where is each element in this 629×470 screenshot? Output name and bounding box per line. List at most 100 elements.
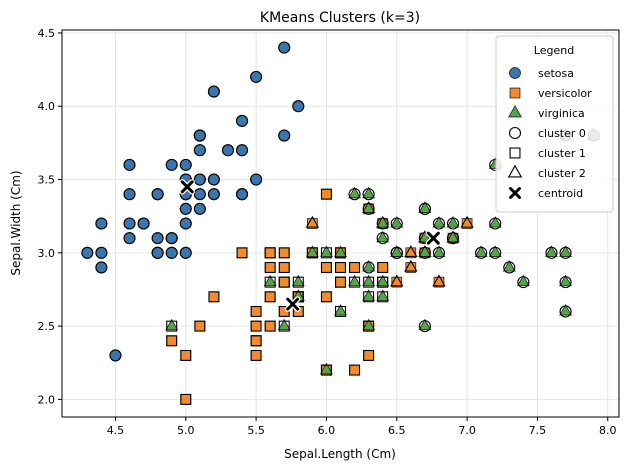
- cluster-2-marker: [305, 215, 320, 228]
- cluster-1-marker: [349, 276, 361, 288]
- chart-title: KMeans Clusters (k=3): [260, 10, 420, 26]
- cluster-0-marker: [446, 232, 460, 245]
- virginica-point: [559, 304, 572, 316]
- virginica-point: [348, 186, 361, 199]
- cluster-1-marker: [363, 291, 375, 303]
- versicolor-point: [335, 276, 346, 288]
- cluster-1-marker: [250, 335, 262, 347]
- x-tick-label: 8.0: [599, 424, 617, 437]
- cluster-1-marker: [349, 364, 361, 376]
- cluster-1-marker: [166, 335, 178, 347]
- legend-centroid-icon: [509, 187, 521, 199]
- versicolor-point: [166, 335, 178, 347]
- versicolor-point: [264, 262, 276, 273]
- x-tick-label: 5.0: [177, 424, 195, 437]
- virginica-point: [418, 245, 432, 257]
- versicolor-point: [321, 291, 332, 303]
- cluster-0-marker: [418, 202, 431, 215]
- legend-box: [495, 35, 614, 213]
- cluster-1-marker: [292, 276, 304, 288]
- legend-item: cluster 0: [508, 126, 586, 140]
- legend-item: centroid: [507, 185, 583, 201]
- cluster-0-marker: [95, 246, 108, 259]
- legend-label: virginica: [538, 107, 585, 120]
- cluster-1-marker: [377, 291, 389, 303]
- cluster-0-marker: [207, 188, 220, 201]
- cluster-1-marker: [334, 261, 346, 273]
- versicolor-point: [194, 320, 206, 332]
- cluster-1-marker: [509, 147, 521, 159]
- cluster-0-marker: [278, 129, 291, 142]
- cluster-0-marker: [250, 173, 263, 186]
- versicolor-point: [321, 262, 332, 273]
- virginica-point: [320, 362, 333, 375]
- cluster-1-marker: [320, 291, 332, 303]
- virginica-point: [334, 304, 347, 316]
- centroid-marker: [286, 297, 300, 311]
- virginica-point: [516, 274, 530, 287]
- versicolor-point: [335, 262, 346, 273]
- legend-label: versicolor: [538, 87, 592, 100]
- x-tick-label: 6.0: [318, 424, 336, 437]
- cluster-0-marker: [376, 232, 389, 245]
- virginica-point: [376, 274, 390, 287]
- cluster-1-marker: [180, 349, 192, 361]
- cluster-1-marker: [250, 349, 262, 361]
- cluster-2-marker: [432, 274, 446, 287]
- virginica-point: [559, 274, 572, 287]
- x-tick-label: 5.5: [247, 424, 265, 437]
- legend-label: cluster 1: [538, 147, 586, 160]
- cluster-0-marker: [193, 202, 206, 215]
- cluster-0-marker: [123, 217, 136, 230]
- versicolor-point: [208, 291, 220, 303]
- versicolor-point: [250, 306, 262, 317]
- cluster-1-marker: [334, 305, 346, 317]
- setosa-point: [509, 67, 521, 79]
- virginica-point: [376, 289, 390, 301]
- legend-label: cluster 0: [538, 127, 586, 140]
- legend-item: setosa: [509, 67, 574, 80]
- legend-item: versicolor: [509, 87, 592, 100]
- virginica-point: [277, 318, 291, 331]
- cluster-0-marker: [151, 188, 164, 201]
- virginica-point: [508, 104, 522, 118]
- versicolor-point: [250, 350, 262, 361]
- cluster-1-marker: [278, 247, 290, 259]
- cluster-0-marker: [278, 41, 291, 54]
- versicolor-point: [278, 247, 290, 259]
- legend-item: cluster 1: [509, 147, 586, 160]
- cluster-0-marker: [193, 144, 206, 157]
- cluster-0-marker: [123, 188, 136, 201]
- cluster-0-marker: [95, 217, 108, 230]
- cluster-0-marker: [292, 100, 305, 113]
- virginica-point: [362, 201, 376, 213]
- virginica-point: [446, 216, 460, 228]
- virginica-point: [348, 274, 361, 287]
- y-tick-label: 3.0: [38, 247, 56, 260]
- virginica-point: [488, 245, 502, 257]
- versicolor-point: [264, 291, 276, 303]
- cluster-0-marker: [418, 320, 431, 333]
- cluster-0-marker: [165, 158, 178, 171]
- virginica-point: [263, 274, 277, 287]
- cluster-1-marker: [320, 188, 332, 200]
- cluster-1-marker: [264, 247, 276, 259]
- cluster-2-marker: [404, 259, 418, 272]
- virginica-point: [362, 318, 376, 331]
- versicolor-point: [405, 247, 417, 259]
- centroid-markers: [179, 179, 442, 312]
- cluster-1-marker: [250, 320, 262, 332]
- cluster-1-marker: [363, 349, 375, 361]
- centroid-marker: [426, 231, 440, 245]
- versicolor-point: [278, 276, 290, 288]
- cluster-1-marker: [377, 276, 389, 288]
- virginica-point: [390, 216, 404, 228]
- cluster-0-marker: [235, 114, 249, 127]
- cluster-0-marker: [123, 232, 136, 245]
- cluster-0-marker: [489, 246, 502, 259]
- cluster-0-marker: [250, 70, 263, 83]
- virginica-point: [334, 245, 347, 257]
- virginica-point: [376, 230, 390, 243]
- virginica-point: [390, 245, 404, 257]
